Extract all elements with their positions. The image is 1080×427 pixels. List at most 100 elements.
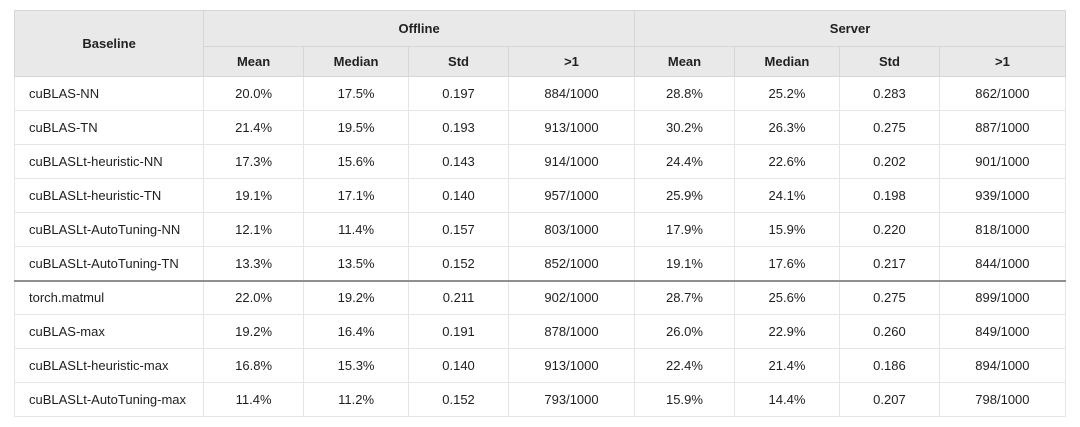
table-cell: 11.4% (203, 382, 305, 417)
row-label: cuBLASLt-heuristic-max (13, 348, 205, 383)
table-cell: 24.4% (634, 144, 735, 179)
table-cell: 19.1% (634, 246, 735, 281)
table-cell: 22.4% (634, 348, 735, 383)
table-cell: 793/1000 (507, 382, 636, 417)
table-cell: 0.157 (408, 212, 509, 247)
table-cell: 0.202 (839, 144, 940, 179)
table-cell: 0.197 (408, 76, 509, 111)
table-cell: 0.152 (408, 382, 509, 417)
table-cell: 24.1% (733, 178, 841, 213)
col-header-server-median: Median (733, 46, 841, 77)
table-cell: 12.1% (203, 212, 305, 247)
table-cell: 0.191 (408, 314, 509, 349)
row-label: cuBLASLt-heuristic-TN (13, 178, 205, 213)
table-cell: 16.8% (203, 348, 305, 383)
table-cell: 19.2% (203, 314, 305, 349)
table-cell: 887/1000 (938, 110, 1067, 145)
row-label: cuBLAS-TN (13, 110, 205, 145)
table-row: cuBLAS-NN 20.0% 17.5% 0.197 884/1000 28.8% 25.… (13, 76, 1067, 111)
table-cell: 818/1000 (938, 212, 1067, 247)
table-cell: 878/1000 (507, 314, 636, 349)
table-cell: 16.4% (303, 314, 410, 349)
table-cell: 957/1000 (507, 178, 636, 213)
table-cell: 0.186 (839, 348, 940, 383)
table-cell: 0.207 (839, 382, 940, 417)
table-cell: 803/1000 (507, 212, 636, 247)
table-cell: 25.2% (733, 76, 841, 111)
row-label: torch.matmul (13, 279, 205, 315)
row-label: cuBLASLt-heuristic-NN (13, 144, 205, 179)
table-cell: 798/1000 (938, 382, 1067, 417)
table-cell: 14.4% (733, 382, 841, 417)
table-row: cuBLAS-TN 21.4% 19.5% 0.193 913/1000 30.2% 26.… (13, 110, 1067, 145)
table-row: cuBLASLt-heuristic-NN 17.3% 15.6% 0.143 914/… (13, 144, 1067, 179)
table-row: cuBLASLt-heuristic-max 16.8% 15.3% 0.140 913… (13, 348, 1067, 383)
table-cell: 899/1000 (938, 279, 1067, 315)
table-cell: 15.9% (733, 212, 841, 247)
table-row: cuBLAS-max 19.2% 16.4% 0.191 878/1000 26.0% 22… (13, 314, 1067, 349)
table-cell: 0.217 (839, 246, 940, 281)
table-cell: 26.3% (733, 110, 841, 145)
table-cell: 17.5% (303, 76, 410, 111)
table-cell: 0.198 (839, 178, 940, 213)
table-row: cuBLASLt-AutoTuning-max 11.4% 11.2% 0.152 79… (13, 382, 1067, 417)
table-cell: 20.0% (203, 76, 305, 111)
table-cell: 0.143 (408, 144, 509, 179)
table-row: cuBLASLt-heuristic-TN 19.1% 17.1% 0.140 957/… (13, 178, 1067, 213)
table-cell: 30.2% (634, 110, 735, 145)
col-header-server-gt1: >1 (938, 46, 1067, 77)
table-cell: 0.283 (839, 76, 940, 111)
table-cell: 15.3% (303, 348, 410, 383)
col-header-offline-median: Median (303, 46, 410, 77)
table-cell: 15.6% (303, 144, 410, 179)
table-cell: 913/1000 (507, 348, 636, 383)
col-header-server-mean: Mean (634, 46, 735, 77)
table-cell: 22.6% (733, 144, 841, 179)
table-cell: 0.140 (408, 348, 509, 383)
table-cell: 28.8% (634, 76, 735, 111)
table-row: cuBLASLt-AutoTuning-TN 13.3% 13.5% 0.152 852… (13, 246, 1067, 281)
header-sub-row: Mean Median Std >1 Mean Median Std >1 (15, 46, 1067, 77)
table-body: cuBLAS-NN 20.0% 17.5% 0.197 884/1000 28.8% 25.… (13, 76, 1067, 417)
table-cell: 852/1000 (507, 246, 636, 281)
table-cell: 28.7% (634, 279, 735, 315)
row-label: cuBLASLt-AutoTuning-TN (13, 246, 205, 281)
table-cell: 0.275 (839, 110, 940, 145)
table-cell: 17.6% (733, 246, 841, 281)
table-cell: 0.152 (408, 246, 509, 281)
table-cell: 914/1000 (507, 144, 636, 179)
table-cell: 13.3% (203, 246, 305, 281)
table-cell: 25.6% (733, 279, 841, 315)
table-cell: 913/1000 (507, 110, 636, 145)
table-cell: 17.1% (303, 178, 410, 213)
table-row: torch.matmul 22.0% 19.2% 0.211 902/1000 28.7%… (13, 279, 1067, 315)
table-cell: 0.275 (839, 279, 940, 315)
col-header-offline-gt1: >1 (507, 46, 636, 77)
table-cell: 13.5% (303, 246, 410, 281)
table-cell: 0.193 (408, 110, 509, 145)
header-group-row: Baseline Offline Server (13, 10, 1066, 77)
table-row: cuBLASLt-AutoTuning-NN 12.1% 11.4% 0.157 803… (13, 212, 1067, 247)
table-cell: 894/1000 (938, 348, 1067, 383)
row-label: cuBLASLt-AutoTuning-NN (13, 212, 205, 247)
table-cell: 21.4% (733, 348, 841, 383)
table-cell: 862/1000 (938, 76, 1067, 111)
table-cell: 884/1000 (507, 76, 636, 111)
table-cell: 901/1000 (938, 144, 1067, 179)
row-label: cuBLASLt-AutoTuning-max (13, 382, 205, 417)
col-group-offline: Offline (203, 10, 636, 47)
table-cell: 19.2% (303, 279, 410, 315)
table-cell: 21.4% (203, 110, 305, 145)
table-cell: 17.3% (203, 144, 305, 179)
col-group-server: Server (634, 10, 1066, 47)
table-cell: 844/1000 (938, 246, 1067, 281)
table-cell: 15.9% (634, 382, 735, 417)
row-label: cuBLAS-max (13, 314, 205, 349)
table-cell: 19.1% (203, 178, 305, 213)
col-header-server-std: Std (839, 46, 940, 77)
table-cell: 0.220 (839, 212, 940, 247)
table-cell: 17.9% (634, 212, 735, 247)
table-cell: 11.4% (303, 212, 410, 247)
table-cell: 939/1000 (938, 178, 1067, 213)
